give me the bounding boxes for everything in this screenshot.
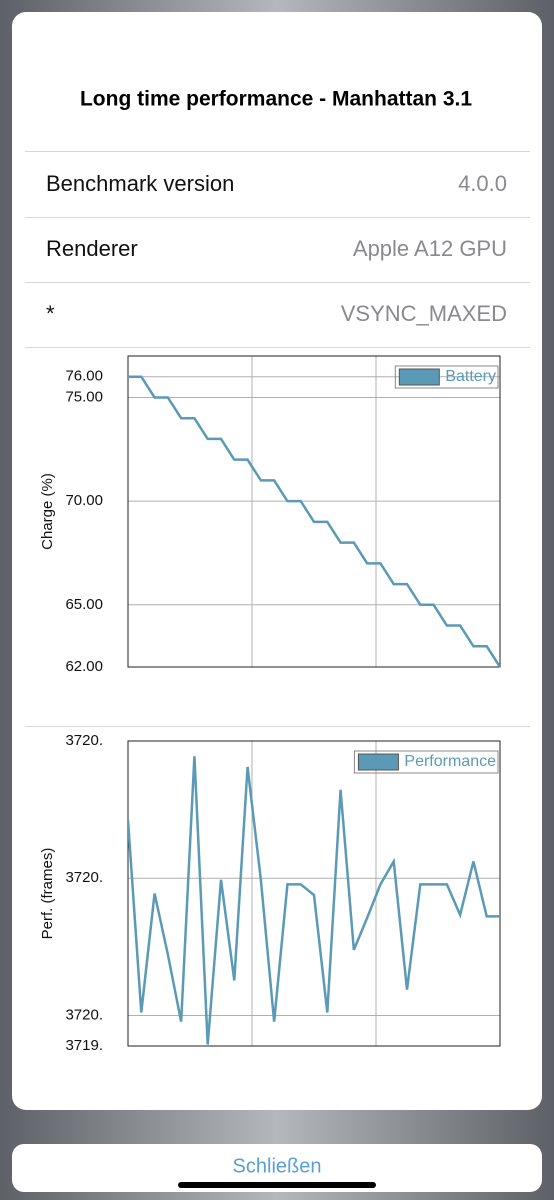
legend-label: Performance [404,753,496,770]
plot-frame [127,355,501,668]
y-tick-label: 62.00 [65,658,103,675]
legend-swatch [398,368,440,386]
row-label: Benchmark version [46,171,234,196]
y-tick-label: 3720. [65,1006,103,1023]
plot-frame [127,740,501,1047]
row-value: VSYNC_MAXED [341,301,507,326]
y-tick-label: 70.00 [65,492,103,509]
y-axis-title: Perf. (frames) [39,848,56,940]
close-label[interactable]: Schließen [233,1155,322,1177]
y-tick-label: 76.00 [65,368,103,385]
legend-swatch [357,753,399,771]
row-value: 4.0.0 [458,171,507,196]
legend-box [394,365,499,389]
y-tick-label: 3719. [65,1037,103,1054]
row-value: Apple A12 GPU [353,236,507,261]
series-line [128,756,500,1045]
title: Long time performance - Manhattan 3.1 [80,88,472,111]
y-axis-title: Charge (%) [39,473,56,550]
y-tick-label: 3720. [65,869,103,886]
y-tick-label: 75.00 [65,388,103,405]
sheet [12,12,542,1110]
close-button[interactable] [12,1144,542,1192]
row-label: * [46,301,55,326]
y-tick-label: 65.00 [65,596,103,613]
row-label: Renderer [46,236,138,261]
series-line [128,375,500,668]
legend-box [353,750,499,774]
y-tick-label: 3720. [65,732,103,749]
separators [25,151,530,727]
home-indicator [178,1182,376,1188]
legend-label: Battery [445,368,496,385]
